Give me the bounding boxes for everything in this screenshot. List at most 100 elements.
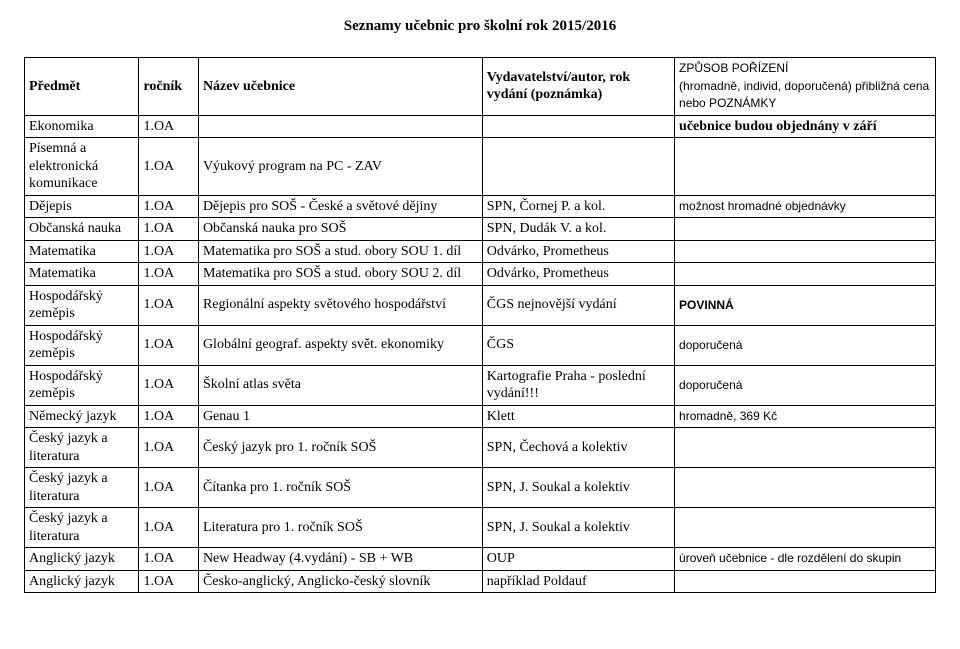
cell-publisher: například Poldauf (482, 570, 674, 593)
cell-note: doporučená (675, 365, 936, 405)
cell-grade: 1.OA (139, 508, 199, 548)
col-book: Název učebnice (198, 58, 482, 116)
cell-grade: 1.OA (139, 263, 199, 286)
cell-grade: 1.OA (139, 325, 199, 365)
cell-note (675, 468, 936, 508)
cell-publisher: OUP (482, 548, 674, 571)
table-row: Německý jazyk1.OAGenau 1Kletthromadně, 3… (25, 405, 936, 428)
cell-book: Matematika pro SOŠ a stud. obory SOU 2. … (198, 263, 482, 286)
cell-book: Literatura pro 1. ročník SOŠ (198, 508, 482, 548)
table-row: Hospodářský zeměpis1.OARegionální aspekt… (25, 285, 936, 325)
cell-grade: 1.OA (139, 138, 199, 196)
cell-note (675, 218, 936, 241)
cell-publisher: SPN, Čechová a kolektiv (482, 428, 674, 468)
cell-book: Čítanka pro 1. ročník SOŠ (198, 468, 482, 508)
cell-book: Genau 1 (198, 405, 482, 428)
table-row: Matematika1.OAMatematika pro SOŠ a stud.… (25, 263, 936, 286)
cell-subject: Písemná a elektronická komunikace (25, 138, 139, 196)
cell-subject: Ekonomika (25, 115, 139, 138)
cell-publisher: SPN, Čornej P. a kol. (482, 195, 674, 218)
cell-grade: 1.OA (139, 570, 199, 593)
cell-note: učebnice budou objednány v září (675, 115, 936, 138)
table-row: Český jazyk a literatura1.OAČítanka pro … (25, 468, 936, 508)
note-header-line2: (hromadně, individ, doporučená) přibližn… (679, 79, 929, 111)
cell-grade: 1.OA (139, 195, 199, 218)
cell-subject: Anglický jazyk (25, 548, 139, 571)
cell-book: Dějepis pro SOŠ - České a světové dějiny (198, 195, 482, 218)
cell-subject: Dějepis (25, 195, 139, 218)
table-row: Český jazyk a literatura1.OAČeský jazyk … (25, 428, 936, 468)
cell-note: doporučená (675, 325, 936, 365)
cell-subject: Hospodářský zeměpis (25, 285, 139, 325)
cell-publisher (482, 115, 674, 138)
cell-grade: 1.OA (139, 218, 199, 241)
cell-publisher: SPN, J. Soukal a kolektiv (482, 468, 674, 508)
col-grade: ročník (139, 58, 199, 116)
cell-publisher: SPN, J. Soukal a kolektiv (482, 508, 674, 548)
cell-note (675, 570, 936, 593)
cell-subject: Český jazyk a literatura (25, 428, 139, 468)
cell-grade: 1.OA (139, 405, 199, 428)
cell-subject: Občanská nauka (25, 218, 139, 241)
cell-grade: 1.OA (139, 285, 199, 325)
cell-note: POVINNÁ (675, 285, 936, 325)
cell-subject: Německý jazyk (25, 405, 139, 428)
cell-book: Školní atlas světa (198, 365, 482, 405)
table-row: Anglický jazyk1.OAČesko-anglický, Anglic… (25, 570, 936, 593)
page-title: Seznamy učebnic pro školní rok 2015/2016 (24, 18, 936, 35)
table-row: Matematika1.OAMatematika pro SOŠ a stud.… (25, 240, 936, 263)
table-row: Občanská nauka1.OAObčanská nauka pro SOŠ… (25, 218, 936, 241)
cell-publisher: ČGS nejnovější vydání (482, 285, 674, 325)
table-row: Hospodářský zeměpis1.OAGlobální geograf.… (25, 325, 936, 365)
cell-subject: Hospodářský zeměpis (25, 365, 139, 405)
cell-book: Matematika pro SOŠ a stud. obory SOU 1. … (198, 240, 482, 263)
col-note: ZPŮSOB POŘÍZENÍ (hromadně, individ, dopo… (675, 58, 936, 116)
cell-grade: 1.OA (139, 115, 199, 138)
cell-book: Občanská nauka pro SOŠ (198, 218, 482, 241)
cell-book: Český jazyk pro 1. ročník SOŠ (198, 428, 482, 468)
cell-note: úroveň učebnice - dle rozdělení do skupi… (675, 548, 936, 571)
cell-note (675, 263, 936, 286)
cell-note (675, 428, 936, 468)
cell-grade: 1.OA (139, 365, 199, 405)
cell-grade: 1.OA (139, 468, 199, 508)
cell-subject: Matematika (25, 240, 139, 263)
table-row: Ekonomika1.OA učebnice budou objednány v … (25, 115, 936, 138)
cell-note: hromadně, 369 Kč (675, 405, 936, 428)
cell-grade: 1.OA (139, 428, 199, 468)
cell-book: Globální geograf. aspekty svět. ekonomik… (198, 325, 482, 365)
table-row: Dějepis1.OADějepis pro SOŠ - České a svě… (25, 195, 936, 218)
cell-note (675, 508, 936, 548)
cell-subject: Anglický jazyk (25, 570, 139, 593)
cell-publisher: Odvárko, Prometheus (482, 240, 674, 263)
table-row: Písemná a elektronická komunikace1.OAVýu… (25, 138, 936, 196)
cell-publisher (482, 138, 674, 196)
cell-book: Regionální aspekty světového hospodářstv… (198, 285, 482, 325)
col-subject: Předmět (25, 58, 139, 116)
table-row: Český jazyk a literatura1.OALiteratura p… (25, 508, 936, 548)
cell-book: Výukový program na PC - ZAV (198, 138, 482, 196)
cell-publisher: ČGS (482, 325, 674, 365)
cell-book: Česko-anglický, Anglicko-český slovník (198, 570, 482, 593)
cell-subject: Matematika (25, 263, 139, 286)
table-header-row: Předmět ročník Název učebnice Vydavatels… (25, 58, 936, 116)
cell-note: možnost hromadné objednávky (675, 195, 936, 218)
cell-publisher: Odvárko, Prometheus (482, 263, 674, 286)
cell-subject: Hospodářský zeměpis (25, 325, 139, 365)
cell-publisher: SPN, Dudák V. a kol. (482, 218, 674, 241)
cell-book (198, 115, 482, 138)
cell-grade: 1.OA (139, 240, 199, 263)
cell-book: New Headway (4.vydání) - SB + WB (198, 548, 482, 571)
note-header-line1: ZPŮSOB POŘÍZENÍ (679, 61, 788, 75)
table-row: Hospodářský zeměpis1.OAŠkolní atlas svět… (25, 365, 936, 405)
cell-grade: 1.OA (139, 548, 199, 571)
table-row: Anglický jazyk1.OANew Headway (4.vydání)… (25, 548, 936, 571)
cell-publisher: Kartografie Praha - poslední vydání!!! (482, 365, 674, 405)
cell-subject: Český jazyk a literatura (25, 468, 139, 508)
cell-note (675, 240, 936, 263)
cell-publisher: Klett (482, 405, 674, 428)
col-publisher: Vydavatelství/autor, rok vydání (poznámk… (482, 58, 674, 116)
cell-note (675, 138, 936, 196)
cell-subject: Český jazyk a literatura (25, 508, 139, 548)
textbook-table: Předmět ročník Název učebnice Vydavatels… (24, 57, 936, 593)
